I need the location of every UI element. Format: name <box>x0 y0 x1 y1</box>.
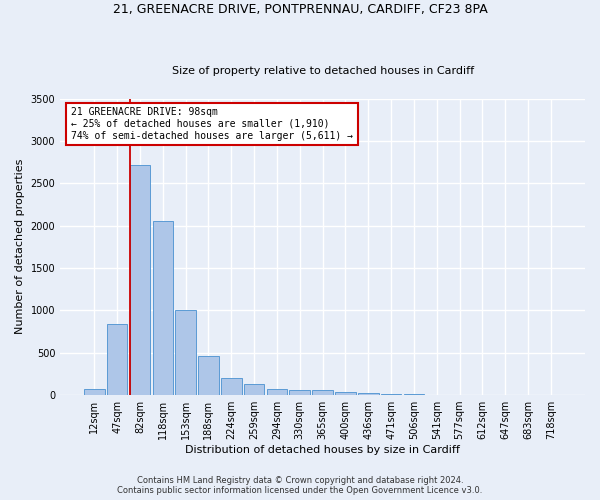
Bar <box>289 390 310 395</box>
Bar <box>404 394 424 395</box>
Bar <box>198 356 219 395</box>
Bar <box>313 390 333 395</box>
Bar <box>221 378 242 395</box>
Text: 21 GREENACRE DRIVE: 98sqm
← 25% of detached houses are smaller (1,910)
74% of se: 21 GREENACRE DRIVE: 98sqm ← 25% of detac… <box>71 108 353 140</box>
Bar <box>381 394 401 395</box>
Bar <box>130 164 150 395</box>
Y-axis label: Number of detached properties: Number of detached properties <box>15 159 25 334</box>
Text: Contains HM Land Registry data © Crown copyright and database right 2024.
Contai: Contains HM Land Registry data © Crown c… <box>118 476 482 495</box>
X-axis label: Distribution of detached houses by size in Cardiff: Distribution of detached houses by size … <box>185 445 460 455</box>
Bar <box>335 392 356 395</box>
Bar <box>107 324 127 395</box>
Bar <box>244 384 265 395</box>
Bar <box>266 388 287 395</box>
Title: Size of property relative to detached houses in Cardiff: Size of property relative to detached ho… <box>172 66 473 76</box>
Bar <box>152 220 173 395</box>
Bar <box>358 394 379 395</box>
Bar <box>175 310 196 395</box>
Bar <box>84 388 104 395</box>
Text: 21, GREENACRE DRIVE, PONTPRENNAU, CARDIFF, CF23 8PA: 21, GREENACRE DRIVE, PONTPRENNAU, CARDIF… <box>113 2 487 16</box>
